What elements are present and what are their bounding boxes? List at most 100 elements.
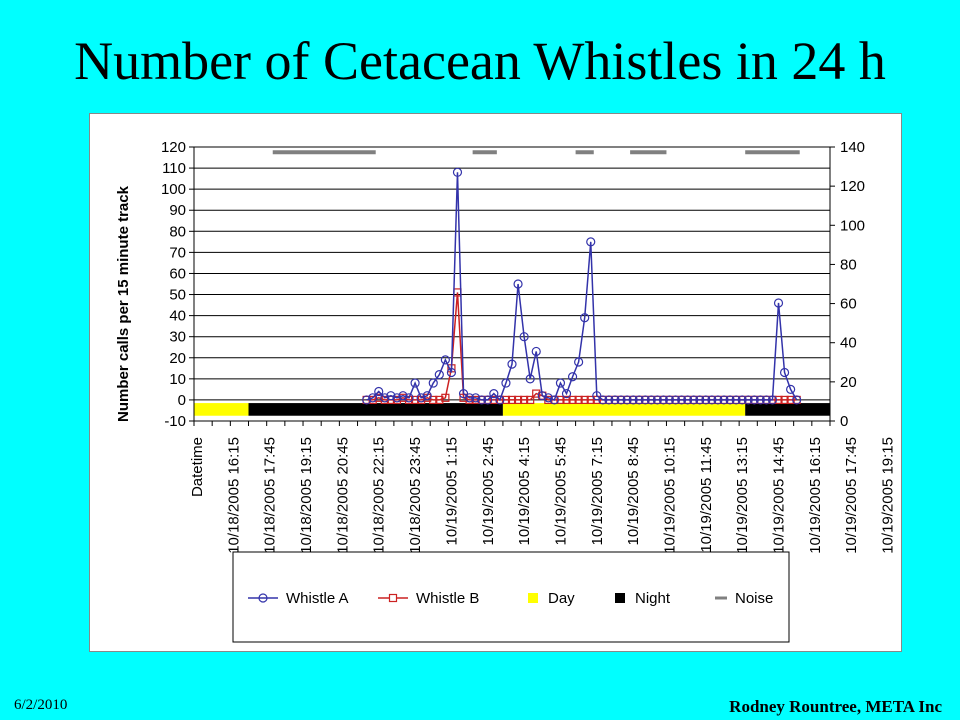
day-night-band bbox=[194, 403, 830, 416]
whistle-b-point bbox=[441, 393, 450, 402]
whistle-a-point bbox=[719, 395, 729, 405]
whistle-a-point bbox=[634, 395, 644, 405]
whistle-a-point bbox=[380, 393, 390, 403]
whistle-b-point bbox=[489, 395, 498, 405]
day-bar bbox=[194, 403, 249, 416]
y2-tick-label: 20 bbox=[840, 374, 857, 391]
legend-night-swatch bbox=[615, 593, 625, 603]
chart-panel: -10 0 10 20 30 40 50 60 70 80 90 100 110 120 0 20 40 60 80… bbox=[89, 113, 902, 652]
day-bar bbox=[502, 403, 746, 416]
whistle-a-point bbox=[537, 391, 547, 401]
whistle-a-point bbox=[458, 389, 469, 399]
whistle-a-point bbox=[531, 346, 541, 357]
whistle-a-point bbox=[477, 395, 487, 405]
whistle-a-point bbox=[368, 393, 378, 403]
whistle-a-point bbox=[416, 393, 426, 403]
x-tick-label: 10/18/2005 20:45 bbox=[334, 437, 351, 554]
whistle-a-point bbox=[695, 395, 705, 405]
whistle-a-point bbox=[592, 391, 602, 401]
x-tick-label: 10/19/2005 7:15 bbox=[589, 437, 606, 545]
x-tick-label: 10/19/2005 11:45 bbox=[698, 437, 715, 553]
y-tick-label: 0 bbox=[178, 392, 186, 409]
whistle-b-point bbox=[556, 395, 565, 405]
whistle-b-point bbox=[780, 395, 789, 405]
y2-tick-label: 100 bbox=[840, 217, 865, 234]
whistle-a-point bbox=[471, 393, 481, 403]
whistle-b-point bbox=[568, 395, 577, 405]
whistle-a-point bbox=[362, 395, 372, 405]
whistle-b-point bbox=[410, 395, 420, 405]
whistle-a-point bbox=[731, 395, 741, 405]
whistle-a-point bbox=[434, 370, 444, 380]
whistle-a-point bbox=[519, 332, 529, 342]
whistle-a-point bbox=[507, 359, 517, 369]
footer-author: Rodney Rountree, META Inc bbox=[729, 697, 942, 716]
whistle-a-point bbox=[604, 395, 614, 405]
whistle-a-point bbox=[422, 391, 432, 401]
whistle-a-point bbox=[567, 372, 578, 382]
x-tick-label: 10/19/2005 19:15 bbox=[880, 437, 897, 554]
whistle-a-point bbox=[398, 391, 408, 401]
slide-title: Number of Cetacean Whistles in 24 h bbox=[74, 31, 886, 91]
x-tick-label: Datetime bbox=[189, 437, 206, 497]
y-axis-label: Number calls per 15 minute track bbox=[115, 185, 132, 422]
y-tick-label: 30 bbox=[169, 329, 186, 346]
whistle-a-point bbox=[446, 367, 457, 378]
legend-label: Noise bbox=[735, 590, 773, 607]
x-tick-label: 10/19/2005 10:15 bbox=[661, 437, 678, 554]
axes: -10 0 10 20 30 40 50 60 70 80 90 100 110 120 0 20 40 60 80… bbox=[161, 139, 897, 554]
whistle-a-point bbox=[701, 395, 711, 405]
whistle-a-point bbox=[483, 395, 493, 405]
x-tick-label: 10/18/2005 17:45 bbox=[262, 437, 279, 554]
whistle-a-point bbox=[767, 395, 778, 405]
x-tick-label: 10/18/2005 19:15 bbox=[298, 437, 315, 554]
y-tick-label: -10 bbox=[164, 413, 186, 430]
y2-tick-label: 60 bbox=[840, 296, 857, 313]
whistle-a-point bbox=[755, 395, 765, 405]
x-tick-label: 10/18/2005 22:15 bbox=[371, 437, 388, 554]
whistle-b-point bbox=[562, 395, 571, 405]
legend: Whistle A Whistle B Day Night Noise bbox=[232, 551, 790, 643]
whistle-b-point bbox=[786, 395, 795, 405]
whistle-a-point bbox=[646, 395, 656, 405]
whistle-a-point bbox=[586, 237, 596, 247]
whistle-a-point bbox=[501, 378, 511, 388]
whistle-a-point bbox=[713, 395, 723, 405]
y2-tick-label: 120 bbox=[840, 178, 865, 195]
whistle-a-point bbox=[374, 386, 384, 397]
whistle-a-point bbox=[525, 374, 535, 384]
legend-day-swatch bbox=[528, 593, 538, 603]
whistle-a-point bbox=[664, 395, 675, 405]
data-series bbox=[362, 167, 802, 405]
y-tick-label: 60 bbox=[169, 265, 186, 282]
legend-label: Day bbox=[548, 590, 575, 607]
whistle-a-point bbox=[616, 395, 626, 405]
whistle-a-point bbox=[452, 167, 463, 177]
grid-lines bbox=[194, 146, 830, 422]
whistle-a-point bbox=[574, 357, 584, 367]
whistle-a-point bbox=[749, 395, 759, 405]
whistle-a-point bbox=[743, 395, 753, 405]
whistle-b-point bbox=[513, 395, 523, 405]
x-tick-label: 10/19/2005 16:15 bbox=[807, 437, 824, 554]
whistle-a-point bbox=[561, 389, 572, 399]
legend-label: Whistle A bbox=[286, 590, 349, 607]
legend-whistle-a-marker bbox=[258, 593, 268, 603]
whistle-a-point bbox=[670, 395, 681, 405]
x-tick-label: 10/19/2005 4:15 bbox=[516, 437, 533, 545]
y-tick-label: 100 bbox=[161, 181, 186, 198]
x-tick-label: 10/19/2005 17:45 bbox=[843, 437, 860, 554]
whistle-a-point bbox=[773, 298, 784, 308]
x-tick-label: 10/19/2005 5:45 bbox=[552, 437, 569, 545]
whistle-a-point bbox=[640, 395, 650, 405]
whistle-a-point bbox=[513, 279, 523, 289]
whistle-a-point bbox=[658, 395, 669, 405]
whistle-a-point bbox=[786, 384, 796, 394]
whistle-a-point bbox=[689, 395, 699, 405]
whistle-a-point bbox=[598, 395, 608, 405]
whistle-a-point bbox=[779, 367, 790, 378]
y-tick-label: 50 bbox=[169, 287, 186, 304]
whistle-b-point bbox=[501, 395, 511, 405]
whistle-b-point bbox=[774, 395, 783, 405]
y2-tick-label: 0 bbox=[840, 413, 848, 430]
